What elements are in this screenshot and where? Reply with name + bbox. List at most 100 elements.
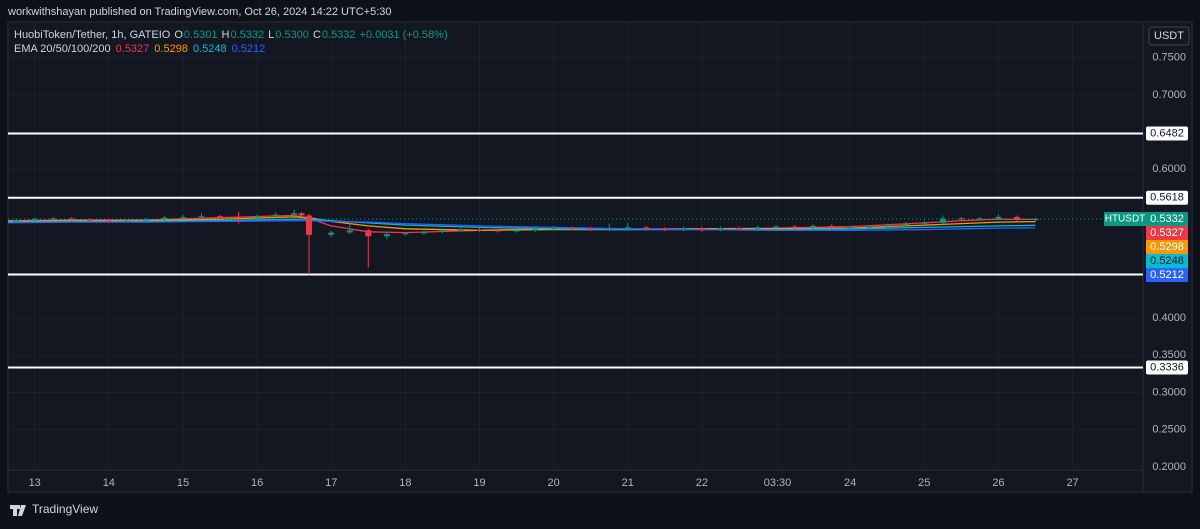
ticker: HTUSDT [1105,214,1146,225]
x-tick-label: 13 [29,477,41,489]
candle-body [365,230,372,237]
candle-body [847,227,854,229]
candle-body [661,228,668,230]
candle-body [105,220,112,222]
ema-label: EMA 20/50/100/200 [14,43,111,55]
ohlc-key: O [174,29,183,41]
ema-price: 0.5212 [1150,269,1184,281]
candle-body [402,233,409,235]
ema-price: 0.5298 [1150,241,1184,253]
candle-body [995,216,1002,219]
y-tick-label: 0.2000 [1152,461,1186,473]
ohlc-value: 0.5332 [322,29,356,41]
candle-body [13,220,20,222]
currency-box[interactable] [1148,26,1190,46]
y-tick-label: 0.7500 [1152,52,1186,64]
candle-body [31,219,38,221]
last-price: 0.5332 [1150,213,1184,225]
ema-legend-value: 0.5298 [154,43,188,55]
ohlc-value: 0.5301 [184,29,218,41]
ohlc-key: H [222,29,230,41]
candle-body [550,228,557,230]
ema-price: 0.5327 [1150,227,1184,239]
candle-body [884,225,891,227]
candle-body [680,228,687,230]
x-tick-label: 25 [918,477,930,489]
x-tick-label: 27 [1066,477,1078,489]
x-tick-label: 26 [992,477,1004,489]
candle-body [50,218,57,220]
change: +0.0031 (+0.58%) [360,29,448,41]
y-tick-label: 0.3500 [1152,349,1186,361]
ema-price-box [1146,254,1188,269]
ohlc-value: 0.5332 [231,29,265,41]
candle-body [235,216,242,218]
y-tick-label: 0.2500 [1152,424,1186,436]
candle-body [810,225,817,228]
ema-legend-value: 0.5248 [193,43,227,55]
currency: USDT [1154,30,1184,42]
x-tick-label: 20 [548,477,560,489]
candle-body [1032,219,1039,221]
candle-body [735,228,742,230]
candle-body [68,218,75,220]
candle-body [87,219,94,221]
candle-body [124,220,131,222]
candle-body [791,226,798,228]
candle-body [773,226,780,228]
candle-body [254,216,261,218]
ema-line [7,220,1036,231]
candle-body [457,229,464,231]
level-label-box [1146,190,1188,205]
candle-body [698,228,705,230]
candle-body [272,214,279,217]
publisher-line: workwithshayan published on TradingView.… [7,6,392,18]
x-tick-label: 17 [325,477,337,489]
level-label: 0.6482 [1150,127,1184,139]
ohlc-value: 0.5300 [275,29,309,41]
ohlc-key: L [268,29,274,41]
candle-body [606,228,613,230]
ohlc-key: C [313,29,321,41]
ema-line [7,218,1036,231]
chart-panel [7,21,1193,493]
candle-body [569,228,576,230]
candle-body [476,229,483,231]
candle-body [1013,216,1020,220]
candle-body [587,228,594,230]
candle-body [161,217,168,220]
candle-body [976,218,983,220]
ema-legend-value: 0.5212 [232,43,266,55]
candle-body [865,226,872,228]
candle-body [328,232,335,235]
candle-body [513,230,520,232]
candle-body [754,227,761,229]
level-label: 0.3336 [1150,361,1184,373]
level-label-box [1146,360,1188,375]
candle-body [198,216,205,218]
candle-body [420,231,427,234]
candle-body [305,215,312,235]
candle-body [217,216,224,218]
last-price-box [1146,212,1188,227]
ema-price-box [1146,268,1188,283]
x-tick-label: 18 [399,477,411,489]
level-label: 0.5618 [1150,192,1184,204]
candle-body [921,222,928,224]
ema-price: 0.5248 [1150,255,1184,267]
candle-body [142,219,149,221]
x-tick-label: 24 [844,477,856,489]
candle-body [532,228,539,231]
x-tick-label: 21 [622,477,634,489]
candle-body [495,230,502,232]
y-tick-label: 0.3000 [1152,386,1186,398]
candle-body [939,218,946,223]
candle-body [958,218,965,220]
y-tick-label: 0.4000 [1152,312,1186,324]
candle-body [383,234,390,237]
x-tick-label: 14 [103,477,115,489]
level-label-box [1146,126,1188,141]
candle-body [902,223,909,226]
ema-price-box [1146,240,1188,255]
